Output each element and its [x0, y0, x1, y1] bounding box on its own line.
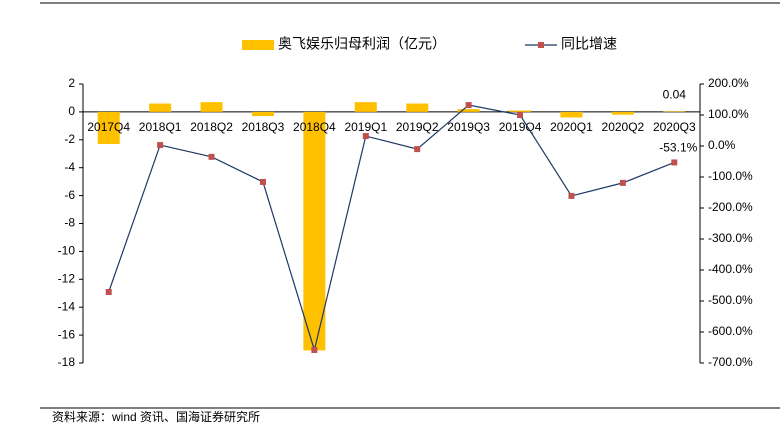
y2-tick-label: 200.0% [708, 76, 749, 90]
y2-tick-label: 100.0% [708, 107, 749, 121]
y-tick-label: -4 [64, 160, 75, 174]
x-tick-label: 2017Q4 [87, 120, 130, 134]
y2-tick-label: -300.0% [708, 231, 753, 245]
y-tick-label: -12 [58, 271, 76, 285]
data-label: -53.1% [659, 141, 697, 155]
y-tick-label: -8 [64, 216, 75, 230]
line [108, 104, 675, 353]
legend-swatch [242, 40, 274, 50]
x-tick-label: 2018Q2 [190, 120, 233, 134]
y2-tick-label: -100.0% [708, 169, 753, 183]
x-tick-label: 2019Q2 [396, 120, 439, 134]
y-tick-label: 0 [68, 104, 75, 118]
marker [517, 112, 524, 118]
marker [465, 102, 472, 109]
x-tick-label: 2019Q4 [499, 120, 542, 134]
y-tick-label: -14 [58, 299, 76, 313]
bar [406, 103, 429, 112]
x-tick-label: 2018Q4 [293, 120, 336, 134]
bar [97, 111, 120, 144]
legend-label: 同比增速 [561, 36, 617, 52]
y-tick-label: 2 [68, 76, 75, 90]
y-tick-label: -2 [64, 132, 75, 146]
y2-tick-label: -600.0% [708, 324, 753, 338]
marker [568, 192, 575, 199]
y2-tick-label: 0.0% [708, 138, 736, 152]
marker [362, 133, 369, 140]
x-tick-label: 2019Q1 [344, 120, 387, 134]
data-label: 0.04 [663, 88, 687, 102]
y-tick-label: -10 [58, 244, 76, 258]
bar [251, 111, 274, 117]
x-tick-label: 2020Q2 [602, 120, 645, 134]
x-tick-label: 2020Q3 [653, 120, 696, 134]
y2-tick-label: -200.0% [708, 200, 753, 214]
y2-tick-label: -700.0% [708, 355, 753, 369]
source-note: 资料来源：wind 资讯、国海证券研究所 [52, 409, 260, 424]
marker [311, 346, 318, 353]
marker [414, 146, 421, 153]
bar [354, 102, 377, 112]
y-tick-label: -6 [64, 188, 75, 202]
marker [208, 153, 215, 160]
bar [509, 110, 532, 112]
x-tick-label: 2018Q3 [242, 120, 285, 134]
y-tick-label: -16 [58, 327, 76, 341]
bar [663, 111, 686, 112]
x-tick-label: 2018Q1 [139, 120, 182, 134]
y2-tick-label: -500.0% [708, 293, 753, 307]
y2-tick-label: -400.0% [708, 262, 753, 276]
legend-marker [538, 42, 544, 48]
bar [303, 111, 326, 351]
x-tick-label: 2020Q1 [550, 120, 593, 134]
bar [457, 109, 480, 112]
marker [619, 179, 626, 186]
x-tick-label: 2019Q3 [447, 120, 490, 134]
marker [157, 142, 164, 149]
bar [611, 111, 634, 115]
y-tick-label: -18 [58, 355, 76, 369]
marker [105, 289, 112, 296]
bar [200, 102, 223, 112]
marker [259, 178, 266, 185]
bar [560, 111, 583, 118]
marker [671, 159, 678, 166]
legend-label: 奥飞娱乐归母利润（亿元） [278, 36, 446, 52]
bar [149, 103, 172, 112]
